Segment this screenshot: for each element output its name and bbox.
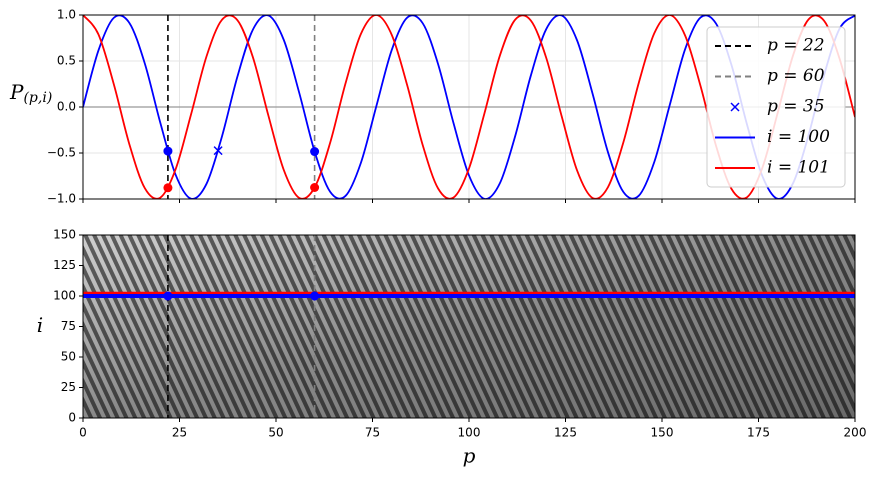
y-tick-label: 0: [68, 411, 76, 425]
y-label-main: P: [9, 80, 24, 104]
y-tick-label: 150: [53, 228, 76, 242]
y-tick-label: 125: [53, 258, 76, 272]
legend-box: [706, 26, 846, 188]
legend-label: i = 100: [767, 127, 830, 147]
x-marker: [213, 146, 223, 156]
axes-frame: [82, 234, 856, 419]
x-tick-label: 150: [651, 426, 674, 440]
x-tick-label: 200: [844, 426, 867, 440]
legend-label: p = 22: [767, 36, 825, 56]
legend-marker: [730, 102, 740, 112]
x-tick-label: 125: [554, 426, 577, 440]
point: [163, 291, 173, 301]
legend-label: p = 60: [767, 66, 825, 86]
y-tick-label: 1.0: [57, 8, 76, 22]
legend: p = 22 p = 60 p = 35 i = 100 i = 101: [706, 26, 846, 188]
y-tick-label: −1.0: [47, 192, 76, 206]
y-tick-label: 0.5: [57, 54, 76, 68]
x-tick-label: 100: [458, 426, 481, 440]
point: [163, 146, 173, 156]
plot-area: [83, 235, 855, 418]
legend-label: p = 35: [767, 97, 825, 117]
y-axis-label: i: [37, 313, 43, 337]
y-tick-label: 75: [61, 319, 76, 333]
x-tick-label: 0: [79, 426, 87, 440]
legend-label: i = 101: [767, 158, 830, 178]
y-tick-label: 0.0: [57, 100, 76, 114]
y-label-sub: (p,i): [23, 90, 52, 106]
x-tick-label: 175: [747, 426, 770, 440]
x-tick-label: 25: [172, 426, 187, 440]
axes-frame: [82, 14, 856, 200]
y-tick-label: 100: [53, 289, 76, 303]
y-axis-label: P(p,i): [9, 80, 52, 107]
heatmap-texture: [83, 235, 855, 418]
point: [310, 147, 320, 157]
y-tick-label: −0.5: [47, 146, 76, 160]
y-tick-label: 50: [61, 350, 76, 364]
y-tick-label: 25: [61, 380, 76, 394]
x-tick-label: 75: [365, 426, 380, 440]
point: [163, 183, 173, 193]
point: [310, 291, 320, 301]
point: [310, 183, 320, 192]
x-axis-label: p: [463, 444, 476, 468]
x-tick-label: 50: [268, 426, 283, 440]
